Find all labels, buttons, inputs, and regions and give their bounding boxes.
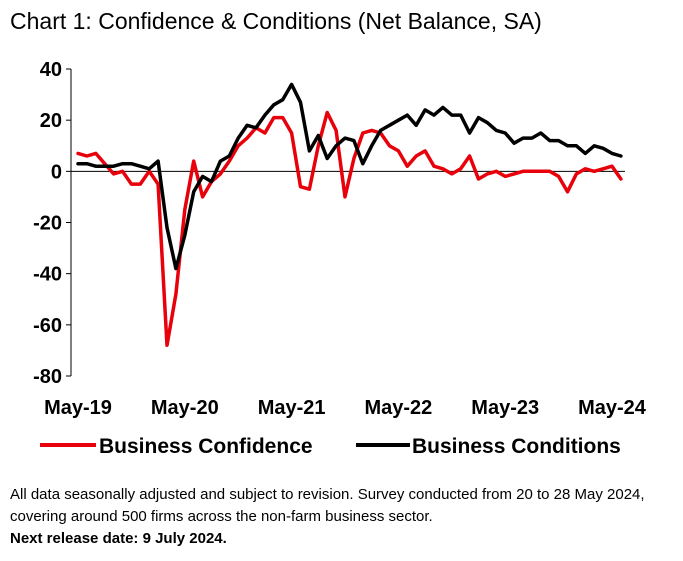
plot-area — [76, 82, 623, 348]
y-tick-label: -80 — [33, 366, 62, 388]
x-axis: May-19 May-20 May-21 May-22 May-23 May-24 — [44, 170, 647, 419]
y-tick-label: 20 — [40, 110, 62, 132]
business-confidence-line — [76, 110, 623, 348]
x-tick-label: May-23 — [471, 397, 539, 419]
y-tick-label: -40 — [33, 264, 62, 286]
chart-title: Chart 1: Confidence & Conditions (Net Ba… — [10, 8, 542, 34]
x-tick-label: May-20 — [151, 397, 219, 419]
x-tick-label: May-21 — [258, 397, 326, 419]
legend-label-business-conditions: Business Conditions — [412, 435, 621, 458]
x-tick-label: May-24 — [578, 397, 647, 419]
legend-label-business-confidence: Business Confidence — [99, 435, 313, 458]
x-tick-label: May-19 — [44, 397, 112, 419]
next-release-date: Next release date: 9 July 2024. — [10, 530, 227, 547]
y-axis: 40 20 0 -20 -40 -60 -80 — [33, 59, 72, 388]
legend: Business Confidence Business Conditions — [40, 435, 621, 458]
footnote-text: All data seasonally adjusted and subject… — [10, 486, 645, 525]
y-tick-label: 40 — [40, 59, 62, 81]
business-conditions-line — [76, 82, 623, 271]
y-tick-label: -60 — [33, 315, 62, 337]
y-tick-label: 0 — [51, 161, 62, 183]
y-tick-label: -20 — [33, 213, 62, 235]
x-tick-label: May-22 — [364, 397, 432, 419]
footnote: All data seasonally adjusted and subject… — [10, 484, 670, 550]
